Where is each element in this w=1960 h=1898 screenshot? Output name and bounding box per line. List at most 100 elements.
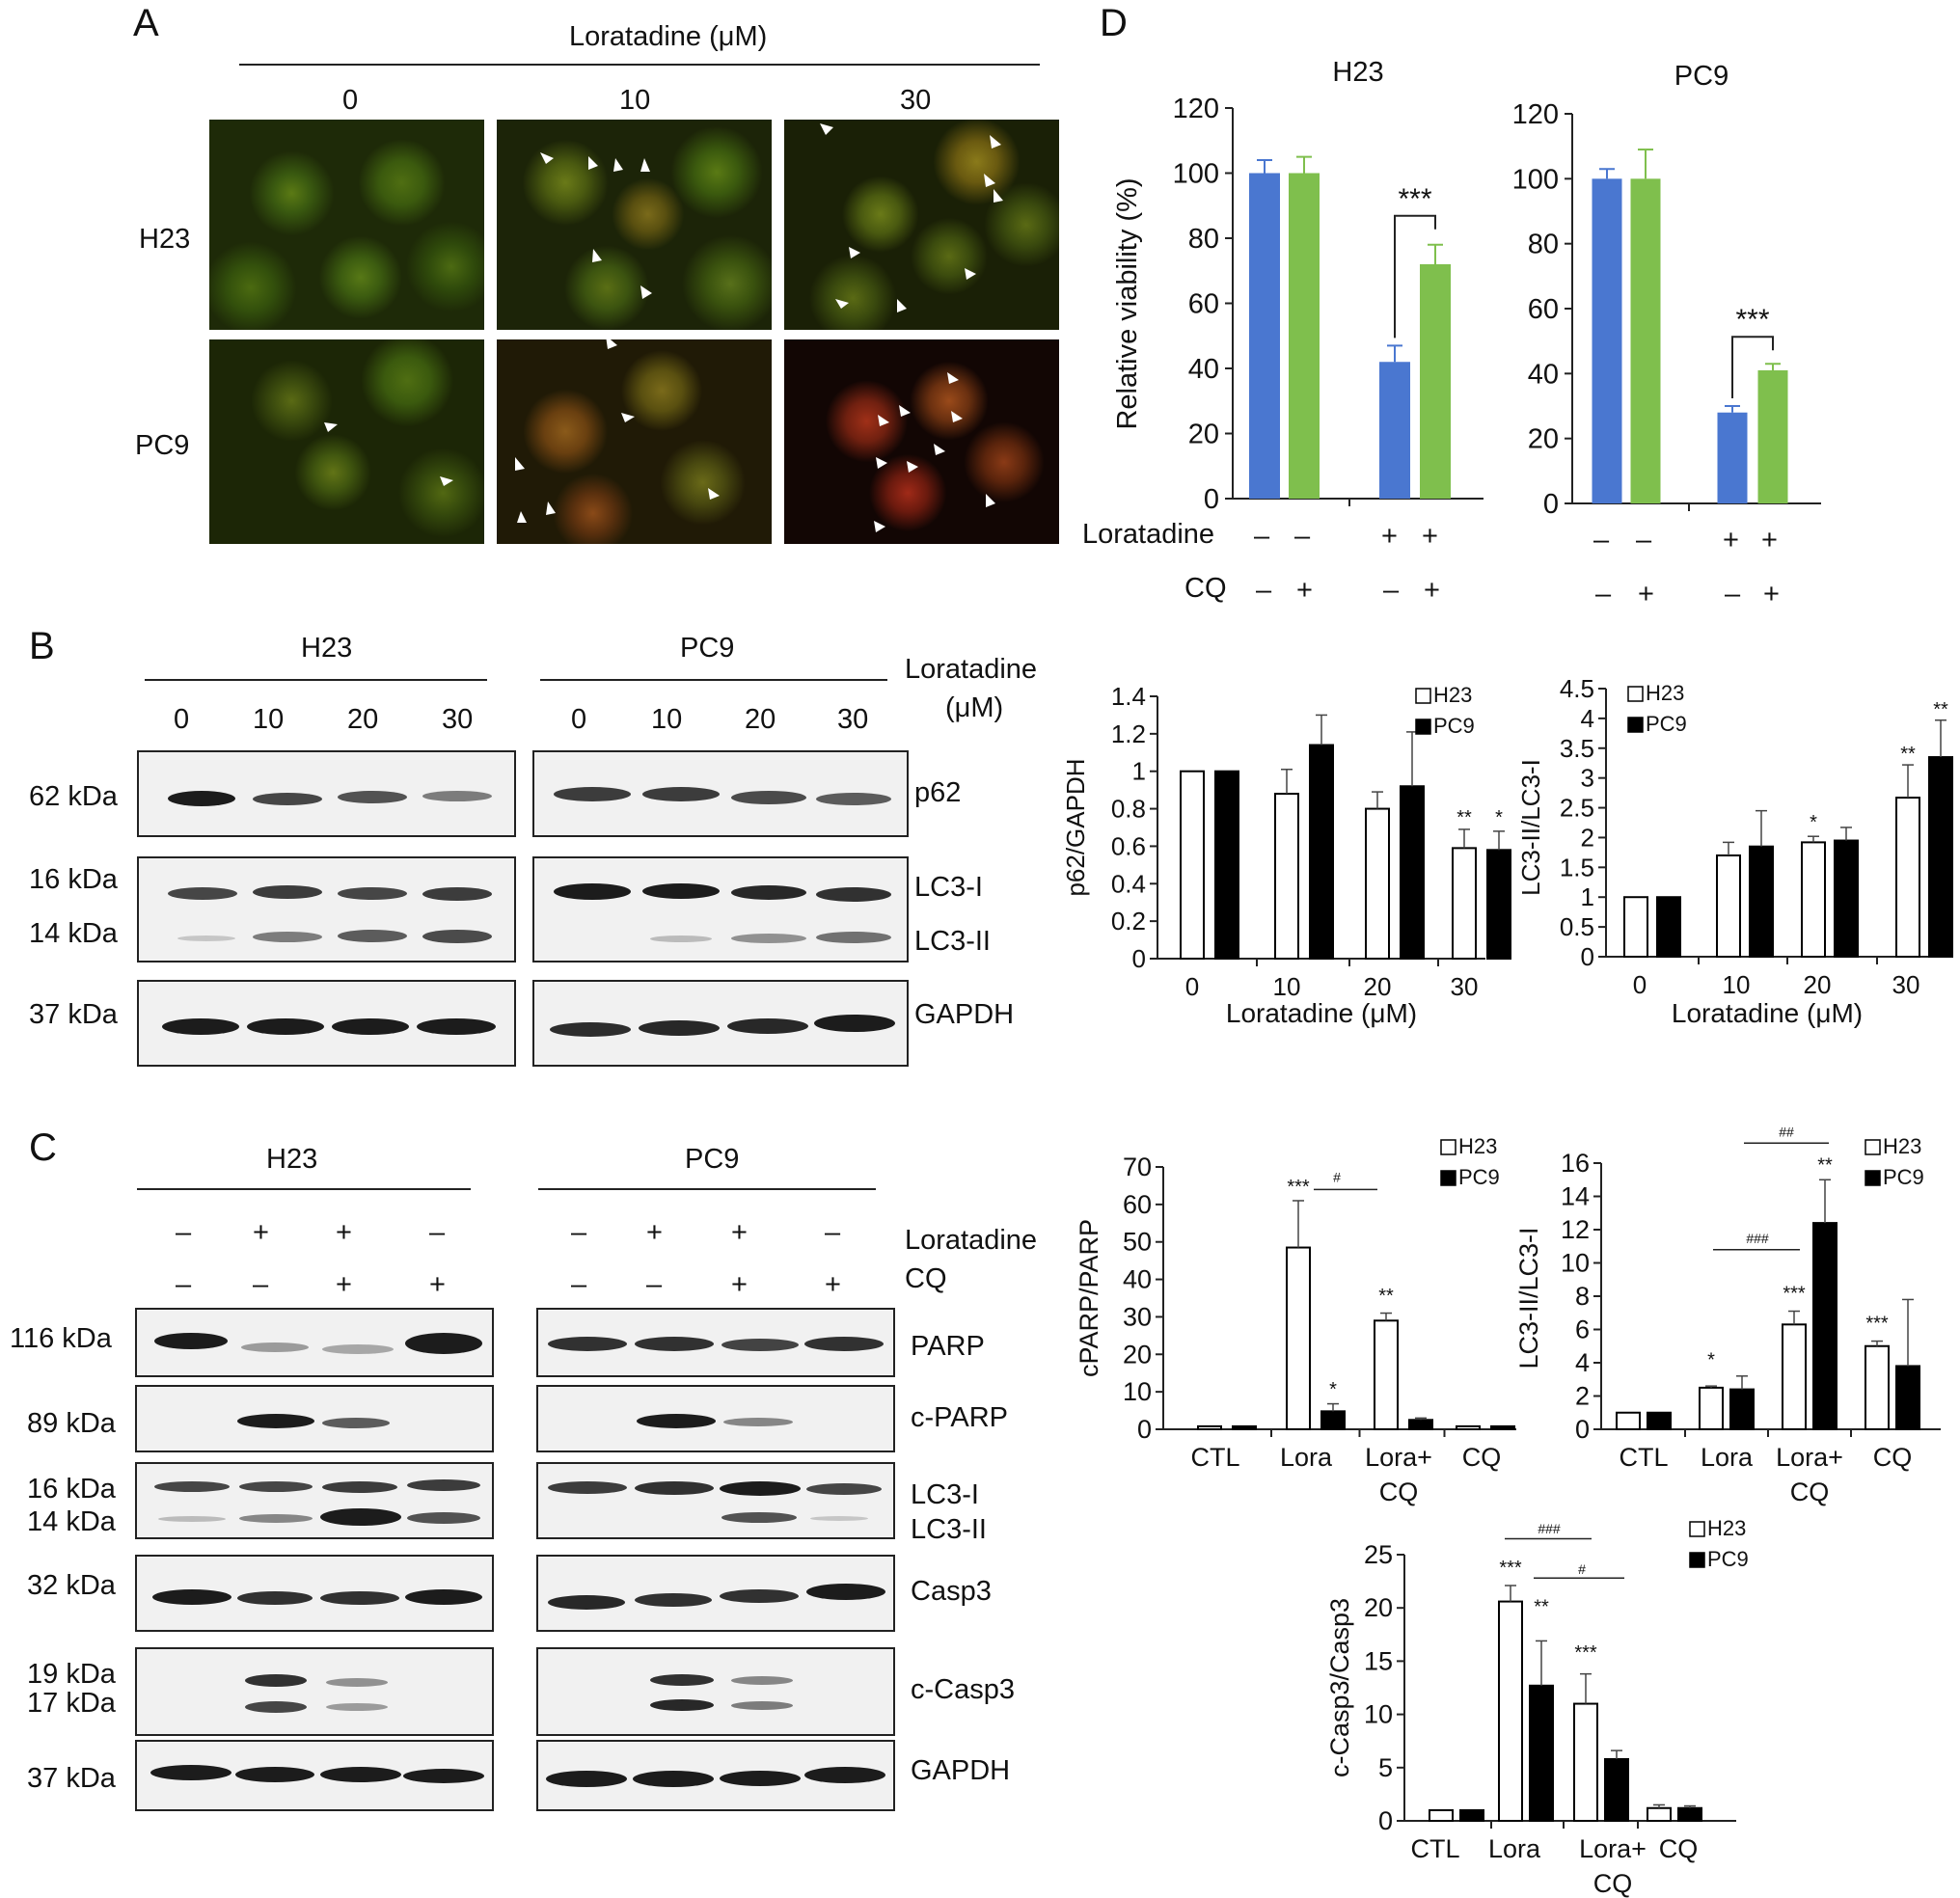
panel-c-protein-parp: PARP	[911, 1331, 985, 1362]
band	[405, 1589, 482, 1605]
bar	[1498, 1600, 1523, 1823]
panel-c-line-pc9	[538, 1188, 876, 1190]
x-tick-label: 10	[1723, 970, 1751, 999]
bar	[1729, 1388, 1755, 1430]
arrowhead-markers	[324, 123, 1003, 532]
y-tick-label: 2	[1575, 1382, 1590, 1411]
y-tick-label: 4	[1575, 1348, 1590, 1377]
panel-b-conc-pc9-30: 30	[837, 704, 869, 735]
band	[417, 1018, 496, 1035]
blot-c-parp-pc9	[536, 1308, 895, 1377]
significance-stars: **	[1456, 807, 1472, 828]
band	[720, 1589, 799, 1603]
band	[322, 1344, 394, 1354]
y-axis-label: Relative viability (%)	[1112, 177, 1143, 429]
panel-d-h23-cq-2: +	[1296, 575, 1313, 606]
bar	[1616, 1411, 1641, 1430]
blot-b-lc3-h23	[137, 856, 516, 963]
bar	[1647, 1411, 1672, 1430]
y-tick-label: 20	[1123, 1340, 1152, 1369]
y-tick-label: 0	[1204, 484, 1219, 515]
legend-label: H23	[1433, 683, 1472, 707]
panel-b-conc-h23-20: 20	[347, 704, 379, 735]
bar	[1834, 839, 1859, 958]
significance-stars: *	[1810, 812, 1817, 833]
panel-d-pc9-lora-4: +	[1761, 525, 1778, 556]
bar	[1459, 1808, 1484, 1822]
panel-d-pc9-cq-2: +	[1638, 579, 1654, 610]
panel-c-protein-casp3: Casp3	[911, 1576, 992, 1607]
panel-letter-c: C	[29, 1126, 57, 1169]
panel-c-marker-89: 89 kDa	[27, 1408, 116, 1439]
micrograph-h23-30	[784, 120, 1059, 330]
band	[642, 883, 720, 899]
panel-letter-a: A	[133, 2, 159, 44]
blot-c-cparp-pc9	[536, 1385, 895, 1452]
band	[247, 1018, 324, 1035]
panel-b-marker-16: 16 kDa	[29, 864, 118, 895]
bar	[1716, 854, 1741, 959]
x-tick-label: 30	[1451, 972, 1479, 1001]
blot-c-ccasp3-h23	[135, 1647, 494, 1736]
panel-c-cq-h23-4: +	[429, 1269, 446, 1300]
bar	[1647, 1806, 1672, 1822]
panel-c-row-cq: CQ	[905, 1263, 947, 1294]
significance-stars: #	[1578, 1561, 1586, 1577]
band	[816, 932, 891, 943]
micrograph-h23-0	[209, 120, 484, 330]
y-tick-label: 0.6	[1111, 831, 1146, 860]
band	[168, 887, 237, 900]
y-tick-label: 25	[1364, 1540, 1393, 1569]
y-tick-label: 60	[1188, 289, 1219, 320]
panel-c-lora-pc9-3: +	[731, 1217, 748, 1248]
panel-c-lora-h23-3: +	[336, 1217, 352, 1248]
bar	[1420, 264, 1451, 499]
band	[554, 787, 631, 801]
panel-b-conc-h23-10: 10	[253, 704, 285, 735]
legend-swatch	[1689, 1552, 1705, 1568]
x-tick-label: CTL	[1619, 1443, 1668, 1472]
arrowhead-group	[324, 123, 1003, 532]
y-tick-label: 1.5	[1560, 853, 1594, 881]
x-tick-label: CQ	[1790, 1478, 1830, 1506]
significance-stars: **	[1534, 1597, 1549, 1618]
panel-c-cq-pc9-3: +	[731, 1269, 748, 1300]
band	[422, 887, 492, 901]
significance-stars: **	[1933, 699, 1948, 720]
significance-stars: ###	[1538, 1521, 1561, 1536]
legend-swatch	[1865, 1139, 1881, 1155]
y-tick-label: 120	[1512, 99, 1559, 130]
y-axis-label: cPARP/PARP	[1075, 1219, 1103, 1377]
band	[650, 935, 712, 942]
panel-d-pc9-cq-1: –	[1595, 579, 1612, 610]
x-tick-label: Lora	[1488, 1834, 1541, 1863]
y-tick-label: 20	[1364, 1593, 1393, 1622]
band	[253, 932, 322, 942]
panel-c-lora-h23-2: +	[253, 1217, 269, 1248]
panel-c-label-h23: H23	[266, 1144, 318, 1175]
y-axis-label: LC3-II/LC3-I	[1516, 759, 1545, 896]
band	[168, 791, 235, 806]
bar	[1630, 178, 1661, 504]
y-tick-label: 10	[1123, 1377, 1152, 1406]
significance-stars: ##	[1779, 1124, 1794, 1139]
legend-label: PC9	[1433, 714, 1475, 738]
bar	[1895, 797, 1920, 959]
panel-c-marker-17: 17 kDa	[27, 1688, 116, 1719]
panel-b-label-h23: H23	[301, 633, 353, 664]
panel-b-marker-62: 62 kDa	[29, 781, 118, 812]
band	[237, 1414, 314, 1428]
bar	[1717, 412, 1748, 503]
bar	[1197, 1424, 1222, 1431]
blot-c-ccasp3-pc9	[536, 1647, 895, 1736]
band	[548, 1481, 627, 1494]
band	[407, 1512, 480, 1524]
panel-c-cq-pc9-4: +	[825, 1269, 841, 1300]
band	[407, 1479, 480, 1491]
panel-c-cq-h23-2: –	[253, 1269, 269, 1300]
band	[720, 1481, 801, 1496]
legend-label: H23	[1707, 1516, 1746, 1540]
band	[550, 1022, 631, 1037]
panel-d-pc9-lora-2: –	[1636, 525, 1652, 556]
